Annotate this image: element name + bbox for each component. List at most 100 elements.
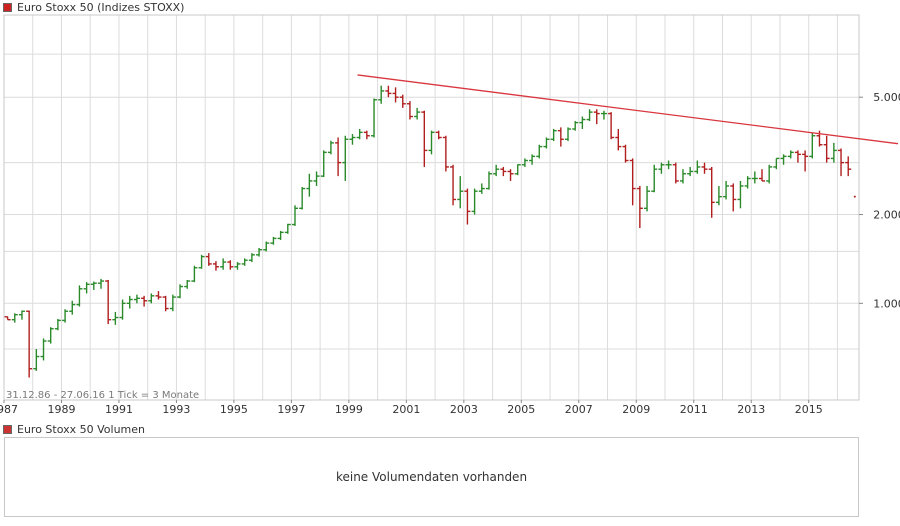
ohlc-bar	[802, 150, 809, 172]
ohlc-bar	[212, 261, 219, 271]
ohlc-bar	[141, 295, 148, 307]
ohlc-bar	[780, 154, 787, 165]
ohlc-bar	[414, 107, 421, 120]
ohlc-bar	[485, 171, 492, 190]
ohlc-bar	[629, 158, 636, 206]
ohlc-bar	[672, 162, 679, 184]
ohlc-bar	[723, 180, 730, 200]
ohlc-bar	[514, 164, 521, 176]
ohlc-bar	[299, 186, 306, 210]
ohlc-bar	[521, 158, 528, 167]
ohlc-bar	[69, 300, 76, 315]
main-legend-swatch	[3, 2, 12, 12]
ohlc-bar	[241, 258, 248, 266]
ohlc-bar	[112, 311, 119, 325]
ohlc-bar	[543, 137, 550, 149]
ohlc-bar	[4, 316, 11, 321]
ohlc-bar	[557, 127, 564, 147]
y-tick-label: 2.000	[873, 209, 900, 222]
ohlc-bar	[751, 171, 758, 184]
ohlc-bar	[579, 116, 586, 130]
ohlc-bar	[148, 293, 155, 304]
y-tick-label: 5.000	[873, 91, 900, 104]
ohlc-bar	[507, 169, 514, 181]
ohlc-bar	[550, 129, 557, 142]
ohlc-bar	[428, 130, 435, 155]
ohlc-bar	[220, 258, 227, 270]
grid-lines	[4, 15, 859, 400]
ohlc-bar	[442, 135, 449, 172]
ohlc-bar	[47, 327, 54, 344]
price-chart[interactable]: 1.000 2.000 5.000 1987 1989 1991 1993 1995 1997…	[0, 0, 900, 420]
ohlc-bar	[90, 281, 97, 290]
ohlc-bar	[478, 183, 485, 194]
ohlc-bars	[4, 85, 852, 378]
x-tick-label: 1999	[335, 403, 363, 416]
x-tick-label: 2013	[737, 403, 765, 416]
ohlc-bar	[450, 164, 457, 206]
ohlc-bar	[40, 338, 47, 361]
volume-empty-message: keine Volumendaten vorhanden	[335, 470, 528, 484]
x-tick-label: 2003	[450, 403, 478, 416]
ohlc-bar	[18, 310, 25, 320]
ohlc-bar	[342, 135, 349, 181]
x-tick-label: 1989	[47, 403, 75, 416]
ohlc-bar	[636, 185, 643, 229]
plot-frame	[3, 14, 860, 401]
ohlc-bar	[227, 260, 234, 270]
ohlc-bar	[665, 160, 672, 170]
ohlc-bar	[644, 185, 651, 212]
ohlc-bar	[54, 318, 61, 331]
ohlc-bar	[83, 282, 90, 294]
ohlc-bar	[119, 299, 126, 320]
ohlc-bar	[694, 160, 701, 174]
ohlc-bar	[155, 291, 162, 300]
ohlc-bar	[622, 144, 629, 163]
ohlc-bar	[363, 130, 370, 140]
ohlc-bar	[845, 156, 852, 177]
ohlc-bar	[737, 180, 744, 209]
ohlc-bar	[356, 129, 363, 140]
ohlc-bar	[730, 183, 737, 212]
ohlc-bar	[270, 236, 277, 245]
x-tick-label: 1991	[105, 403, 133, 416]
ohlc-bar	[471, 188, 478, 215]
ohlc-bar	[256, 248, 263, 257]
ohlc-bar	[794, 150, 801, 163]
ohlc-bar	[76, 285, 83, 307]
ohlc-bar	[97, 278, 104, 289]
ohlc-bar	[435, 130, 442, 140]
ohlc-bar	[759, 169, 766, 182]
ohlc-bar	[313, 171, 320, 186]
ohlc-bar	[198, 254, 205, 269]
ohlc-bar	[773, 157, 780, 170]
volume-legend: Euro Stoxx 50 Volumen	[3, 422, 145, 436]
ohlc-bar	[421, 110, 428, 167]
ohlc-bar	[464, 188, 471, 225]
ohlc-bar	[306, 173, 313, 197]
ohlc-bar	[248, 253, 255, 263]
ohlc-bar	[11, 313, 18, 323]
y-axis-labels: 1.000 2.000 5.000	[859, 91, 900, 310]
ohlc-bar	[105, 279, 112, 325]
ohlc-bar	[371, 98, 378, 138]
ohlc-bar	[33, 348, 40, 371]
ohlc-bar	[327, 140, 334, 155]
ohlc-bar	[26, 310, 33, 378]
ohlc-bar	[586, 109, 593, 122]
x-tick-label: 2005	[507, 403, 535, 416]
last-price-marker	[853, 195, 856, 198]
ohlc-bar	[787, 150, 794, 159]
ohlc-bar	[830, 142, 837, 163]
ohlc-bar	[572, 121, 579, 131]
x-tick-label: 2015	[795, 403, 823, 416]
ohlc-bar	[184, 279, 191, 289]
x-tick-label: 2001	[392, 403, 420, 416]
x-tick-label: 2009	[622, 403, 650, 416]
ohlc-bar	[162, 295, 169, 312]
x-tick-label: 1995	[220, 403, 248, 416]
ohlc-bar	[500, 166, 507, 177]
ohlc-bar	[708, 166, 715, 218]
ohlc-bar	[565, 127, 572, 142]
x-tick-label: 2011	[680, 403, 708, 416]
